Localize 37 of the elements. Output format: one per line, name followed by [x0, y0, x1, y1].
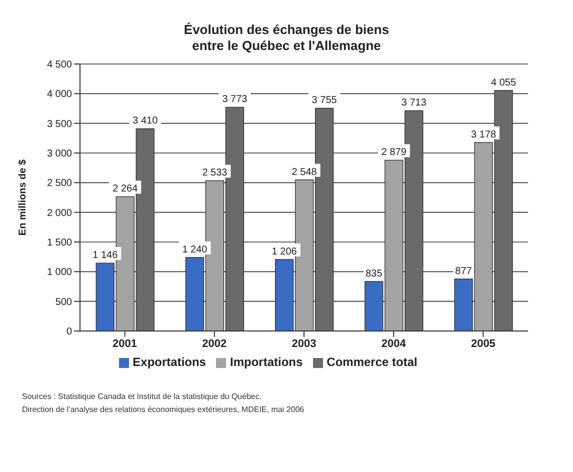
- data-label: 2 548: [292, 166, 318, 178]
- y-tick-label: 500: [55, 296, 72, 308]
- chart-title: Évolution des échanges de biens entre le Québec et l'Allemagne: [182, 22, 390, 54]
- data-label: 3 178: [471, 129, 496, 140]
- data-label: 835: [366, 268, 383, 280]
- legend-label: Exportations: [132, 355, 206, 369]
- legend-label: Importations: [230, 355, 303, 369]
- y-tick-label: 2 500: [46, 178, 72, 190]
- y-tick-label: 0: [66, 326, 72, 338]
- data-label: 1 206: [272, 246, 298, 258]
- source-note: Sources : Statistique Canada et Institut de la statistique du Québec.: [22, 391, 263, 403]
- x-tick-label: 2003: [292, 338, 316, 350]
- text: Direction de l'analyse des relations économiques extérieures, MDEIE, mai 2006: [22, 404, 306, 416]
- y-tick-label: 4 500: [46, 60, 72, 71]
- data-label: 2 879: [381, 147, 407, 158]
- data-label: 2 533: [202, 168, 228, 179]
- y-tick-label: 2 000: [46, 208, 72, 219]
- data-label: 2 264: [112, 184, 138, 195]
- y-tick-label: 3 500: [46, 118, 72, 130]
- data-label: 3 755: [312, 95, 338, 106]
- legend-label: Commerce total: [326, 355, 418, 369]
- data-label: 877: [455, 266, 472, 277]
- y-tick-label: 1 500: [46, 238, 72, 249]
- data-label: 1 146: [92, 250, 118, 262]
- y-tick-label: 4 000: [46, 89, 72, 100]
- data-label: 3 773: [222, 94, 248, 106]
- data-label: 1 240: [182, 244, 208, 256]
- data-label: 3 410: [132, 116, 158, 127]
- y-tick-label: 1 000: [46, 267, 72, 278]
- y-tick-label: 3 000: [46, 148, 72, 160]
- data-label: 4 055: [491, 77, 516, 88]
- y-axis-title: En millions de $: [18, 159, 29, 236]
- x-tick-label: 2002: [202, 338, 227, 350]
- x-tick-label: 2001: [112, 338, 138, 350]
- x-tick-label: 2005: [470, 338, 496, 350]
- data-label: 3 713: [401, 98, 427, 109]
- x-tick-label: 2004: [381, 338, 407, 350]
